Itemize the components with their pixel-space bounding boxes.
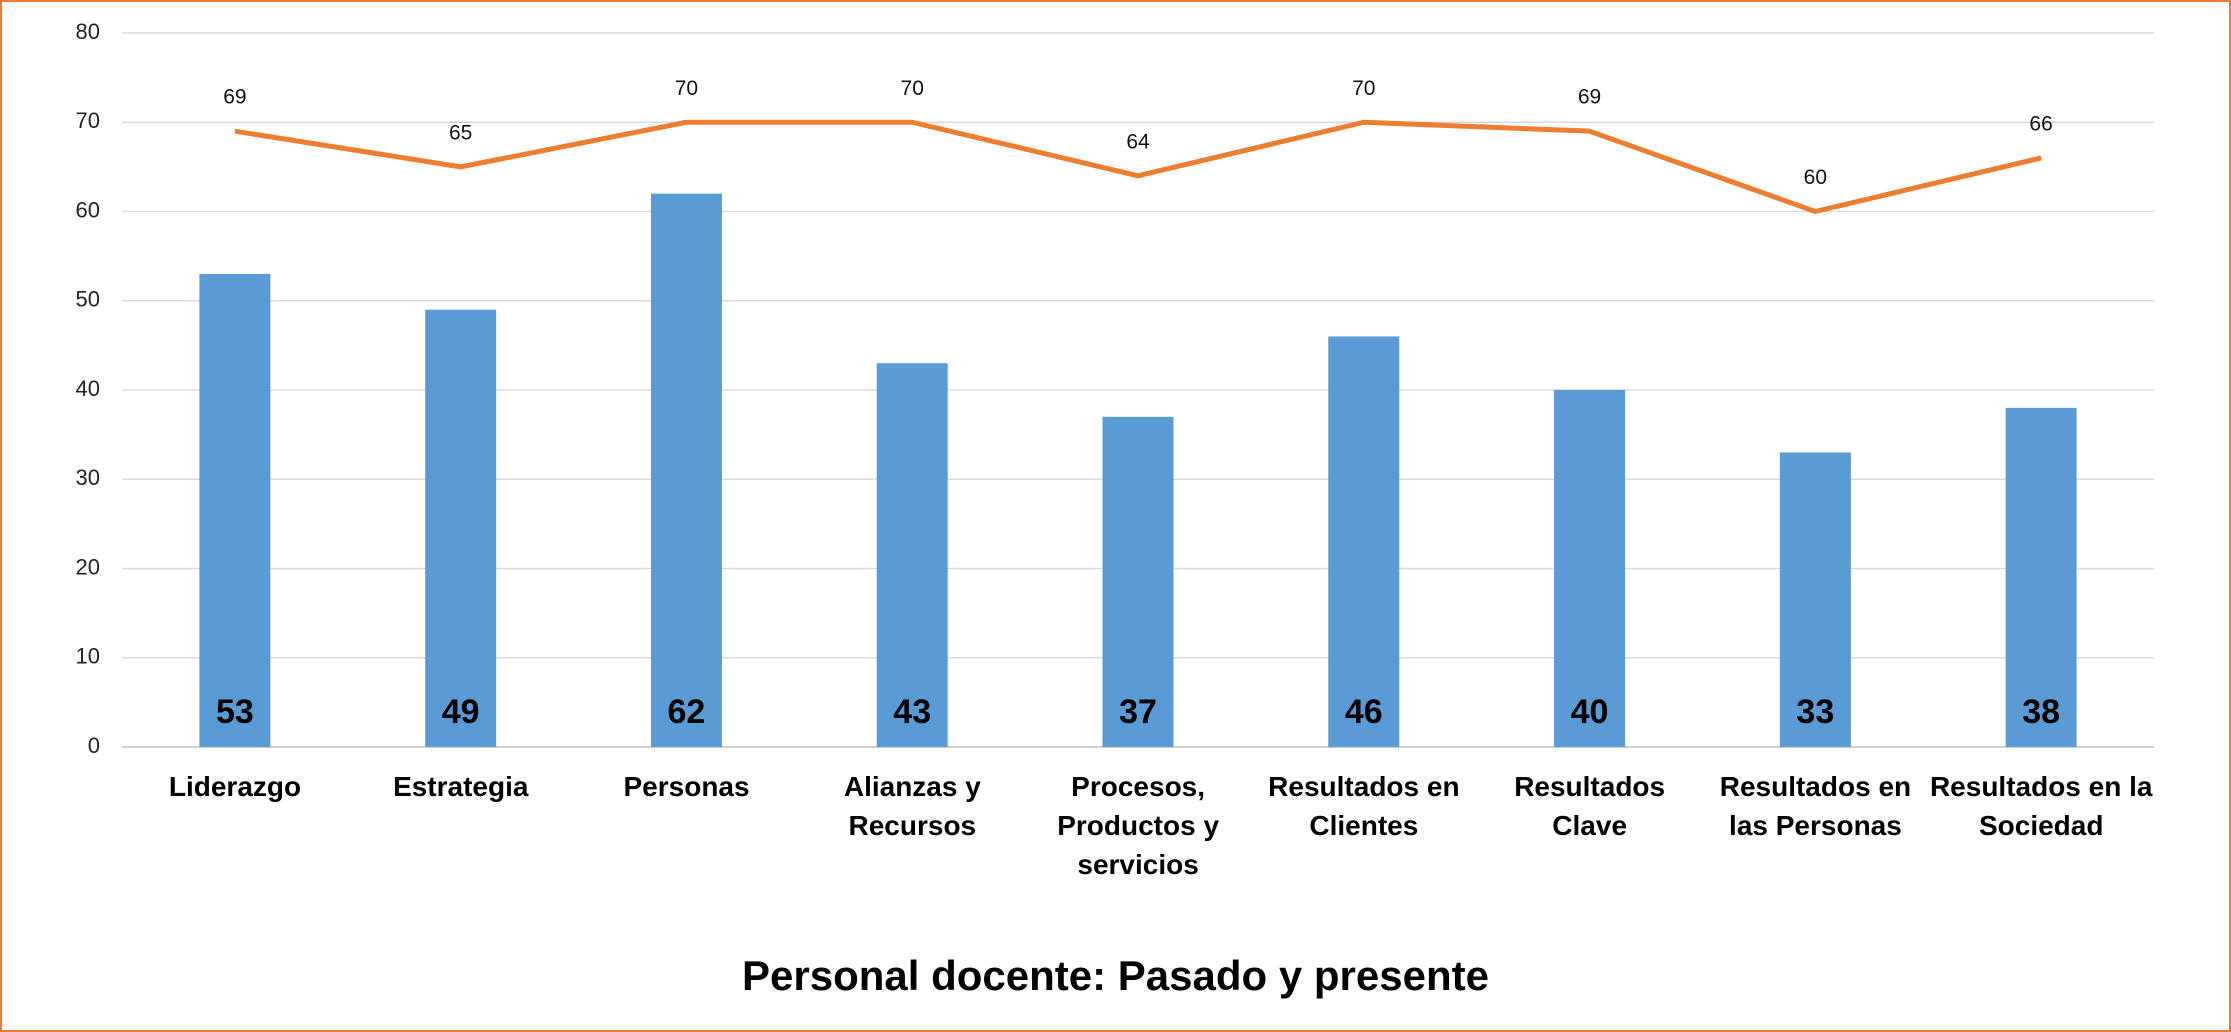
line-value-label: 70 <box>675 77 698 100</box>
bar <box>650 193 722 747</box>
bar-value-label: 33 <box>1796 693 1834 731</box>
y-tick-label: 80 <box>76 19 100 44</box>
line-value-label: 70 <box>901 77 924 100</box>
bar-value-label: 40 <box>1571 693 1609 731</box>
bar-value-label: 38 <box>2022 693 2060 731</box>
line <box>234 119 2042 214</box>
x-tick-label: Alianzas y Recursos <box>843 771 981 841</box>
bar <box>1779 452 1851 747</box>
bar <box>1554 390 1626 747</box>
line-value-label: 60 <box>1804 166 1827 189</box>
x-tick-label: Liderazgo <box>168 771 302 802</box>
bar <box>425 309 497 747</box>
bar <box>876 363 948 747</box>
y-tick-label: 30 <box>76 465 100 490</box>
x-tick-label: Procesos, Productos y servicios <box>1057 771 1220 880</box>
bar <box>1102 416 1174 747</box>
y-tick-label: 40 <box>76 376 100 401</box>
line-value-label: 69 <box>223 86 246 109</box>
line-value-label: 64 <box>1126 130 1150 153</box>
x-tick-label: Personas <box>623 771 750 802</box>
bar-value-label: 46 <box>1345 693 1383 731</box>
y-tick-label: 60 <box>76 197 100 222</box>
line-value-label: 70 <box>1352 77 1375 100</box>
x-tick-label: Resultados en la Sociedad <box>1929 771 2153 841</box>
bar-value-label: 49 <box>442 693 480 731</box>
y-tick-label: 0 <box>88 733 100 758</box>
bar-value-label: 43 <box>893 693 931 731</box>
bar-value-label: 37 <box>1119 693 1157 731</box>
line-value-label: 65 <box>449 121 472 144</box>
y-tick-label: 20 <box>76 554 100 579</box>
bar <box>2005 407 2077 747</box>
y-tick-label: 10 <box>76 644 100 669</box>
x-tick-label: Resultados en Clientes <box>1268 771 1460 841</box>
x-tick-label: Resultados Clave <box>1514 771 1666 841</box>
bar-value-label: 53 <box>216 693 254 731</box>
line-value-label: 69 <box>1578 86 1601 109</box>
bar-value-label: 62 <box>668 693 706 731</box>
chart-title: Personal docente: Pasado y presente <box>742 952 1489 999</box>
bar <box>199 273 271 747</box>
x-tick-label: Estrategia <box>393 771 529 802</box>
bar <box>1328 336 1400 747</box>
y-tick-label: 50 <box>76 287 100 312</box>
x-tick-label: Resultados en las Personas <box>1719 771 1912 841</box>
y-tick-label: 70 <box>76 108 100 133</box>
line-value-label: 66 <box>2029 112 2052 135</box>
